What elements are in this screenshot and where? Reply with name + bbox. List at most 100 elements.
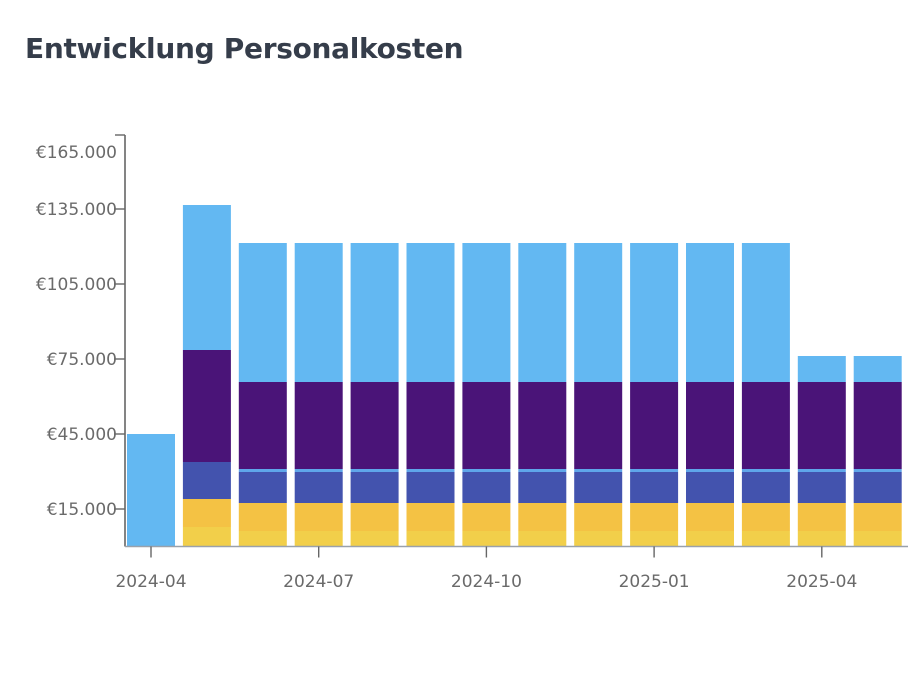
bar-stack-2024-08: [350, 243, 399, 547]
bar-stack-2025-03: [741, 243, 790, 547]
bar-segment-2-2024-07[interactable]: [294, 503, 343, 531]
bar-segment-3-2024-06[interactable]: [238, 472, 287, 503]
bar-segment-1-2024-06[interactable]: [238, 531, 287, 547]
bar-segment-1-2025-03[interactable]: [741, 531, 790, 547]
bar-segment-5-2024-09[interactable]: [406, 382, 455, 469]
bar-segment-5-2025-01[interactable]: [630, 382, 679, 469]
bar-segment-4-2024-07[interactable]: [294, 469, 343, 472]
bar-segment-6-2025-03[interactable]: [741, 243, 790, 382]
bar-segment-1-2025-05[interactable]: [853, 531, 902, 547]
bar-stack-2024-04: [127, 434, 175, 547]
bar-segment-4-2024-08[interactable]: [350, 469, 399, 472]
y-tick-label: €75.000: [47, 350, 117, 370]
bar-segment-2-2024-05[interactable]: [182, 499, 231, 527]
bar-segment-4-2025-03[interactable]: [741, 469, 790, 472]
bar-segment-1-2025-02[interactable]: [686, 531, 734, 547]
bar-segment-3-2024-10[interactable]: [462, 472, 511, 503]
bar-segment-6-2024-09[interactable]: [406, 243, 455, 382]
bar-segment-2-2025-01[interactable]: [630, 503, 679, 531]
bar-segment-5-2024-08[interactable]: [350, 382, 399, 469]
bar-segment-5-2024-06[interactable]: [238, 382, 287, 469]
bar-segment-2-2025-04[interactable]: [797, 503, 846, 531]
bar-segment-3-2025-03[interactable]: [741, 472, 790, 503]
bar-segment-1-2024-10[interactable]: [462, 531, 511, 547]
bar-segment-1-2024-11[interactable]: [518, 531, 567, 547]
bar-stack-2024-11: [518, 243, 567, 547]
bar-segment-2-2025-02[interactable]: [686, 503, 734, 531]
bar-segment-5-2024-07[interactable]: [294, 382, 343, 469]
bar-segment-2-2024-11[interactable]: [518, 503, 567, 531]
bar-segment-5-2025-04[interactable]: [797, 382, 846, 469]
y-tick-label: €105.000: [36, 275, 117, 295]
bar-segment-5-2024-12[interactable]: [574, 382, 623, 469]
bar-segment-2-2024-10[interactable]: [462, 503, 511, 531]
bar-segment-3-2024-05[interactable]: [182, 462, 231, 499]
bar-segment-1-2025-01[interactable]: [630, 531, 679, 547]
x-tick-label: 2025-04: [786, 572, 857, 592]
bar-segment-6-2024-07[interactable]: [294, 243, 343, 382]
bar-segment-5-2025-05[interactable]: [853, 382, 902, 469]
bar-segment-4-2024-06[interactable]: [238, 469, 287, 472]
bar-segment-5-2024-11[interactable]: [518, 382, 567, 469]
bar-segment-5-2025-03[interactable]: [741, 382, 790, 469]
bar-stack-2025-02: [686, 243, 734, 547]
bar-stack-2025-05: [853, 356, 902, 547]
bar-segment-3-2025-05[interactable]: [853, 472, 902, 503]
bar-segment-6-2024-10[interactable]: [462, 243, 511, 382]
bar-segment-2-2024-06[interactable]: [238, 503, 287, 531]
bar-segment-2-2024-08[interactable]: [350, 503, 399, 531]
bar-segment-6-2024-08[interactable]: [350, 243, 399, 382]
bar-stack-2024-05: [182, 205, 231, 547]
x-tick-label: 2024-10: [451, 572, 522, 592]
bar-stack-2025-04: [797, 356, 846, 547]
bar-segment-6-2024-12[interactable]: [574, 243, 623, 382]
bar-segment-6-2024-05[interactable]: [182, 205, 231, 350]
bar-segment-3-2024-08[interactable]: [350, 472, 399, 503]
bar-segment-4-2025-01[interactable]: [630, 469, 679, 472]
bar-segment-6-2025-05[interactable]: [853, 356, 902, 382]
bar-segment-3-2024-12[interactable]: [574, 472, 623, 503]
bar-segment-4-2024-10[interactable]: [462, 469, 511, 472]
bar-segment-3-2025-01[interactable]: [630, 472, 679, 503]
bar-segment-1-2025-04[interactable]: [797, 531, 846, 547]
bar-segment-2-2024-09[interactable]: [406, 503, 455, 531]
bar-segment-1-2024-05[interactable]: [182, 527, 231, 547]
bar-segment-6-2025-04[interactable]: [797, 356, 846, 382]
bar-segment-4-2024-12[interactable]: [574, 469, 623, 472]
bar-segment-6-2025-02[interactable]: [686, 243, 734, 382]
bar-segment-6-2024-06[interactable]: [238, 243, 287, 382]
bar-segment-4-2025-02[interactable]: [686, 469, 734, 472]
bar-segment-1-2024-08[interactable]: [350, 531, 399, 547]
bar-segment-2-2025-03[interactable]: [741, 503, 790, 531]
bar-segment-4-2024-11[interactable]: [518, 469, 567, 472]
bar-stack-2025-01: [630, 243, 679, 547]
bar-segment-3-2024-11[interactable]: [518, 472, 567, 503]
bar-segment-5-2024-05[interactable]: [182, 350, 231, 462]
axes-group: €165.000 €135.000 €105.000 €75.000 €45.000 €1…: [36, 134, 908, 592]
bar-segment-1-2024-12[interactable]: [574, 531, 623, 547]
bar-segment-1-2024-07[interactable]: [294, 531, 343, 547]
y-tick-label: €15.000: [47, 500, 117, 520]
bar-segment-4-2024-09[interactable]: [406, 469, 455, 472]
bar-segment-3-2025-02[interactable]: [686, 472, 734, 503]
bar-segment-2-2025-05[interactable]: [853, 503, 902, 531]
bar-segment-4-2025-05[interactable]: [853, 469, 902, 472]
bar-segment-6-2024-04[interactable]: [127, 434, 175, 547]
bar-stack-2024-09: [406, 243, 455, 547]
bar-stack-2024-07: [294, 243, 343, 547]
bar-segment-5-2025-02[interactable]: [686, 382, 734, 469]
bar-segment-6-2024-11[interactable]: [518, 243, 567, 382]
bars-group: [127, 205, 902, 547]
y-tick-label: €45.000: [47, 425, 117, 445]
bar-segment-5-2024-10[interactable]: [462, 382, 511, 469]
bar-segment-3-2024-07[interactable]: [294, 472, 343, 503]
bar-segment-3-2024-09[interactable]: [406, 472, 455, 503]
bar-segment-6-2025-01[interactable]: [630, 243, 679, 382]
bar-segment-3-2025-04[interactable]: [797, 472, 846, 503]
y-tick-label: €165.000: [36, 143, 117, 163]
chart-title: Entwicklung Personalkosten: [25, 32, 464, 65]
bar-segment-4-2025-04[interactable]: [797, 469, 846, 472]
bar-segment-2-2024-12[interactable]: [574, 503, 623, 531]
bar-segment-1-2024-09[interactable]: [406, 531, 455, 547]
